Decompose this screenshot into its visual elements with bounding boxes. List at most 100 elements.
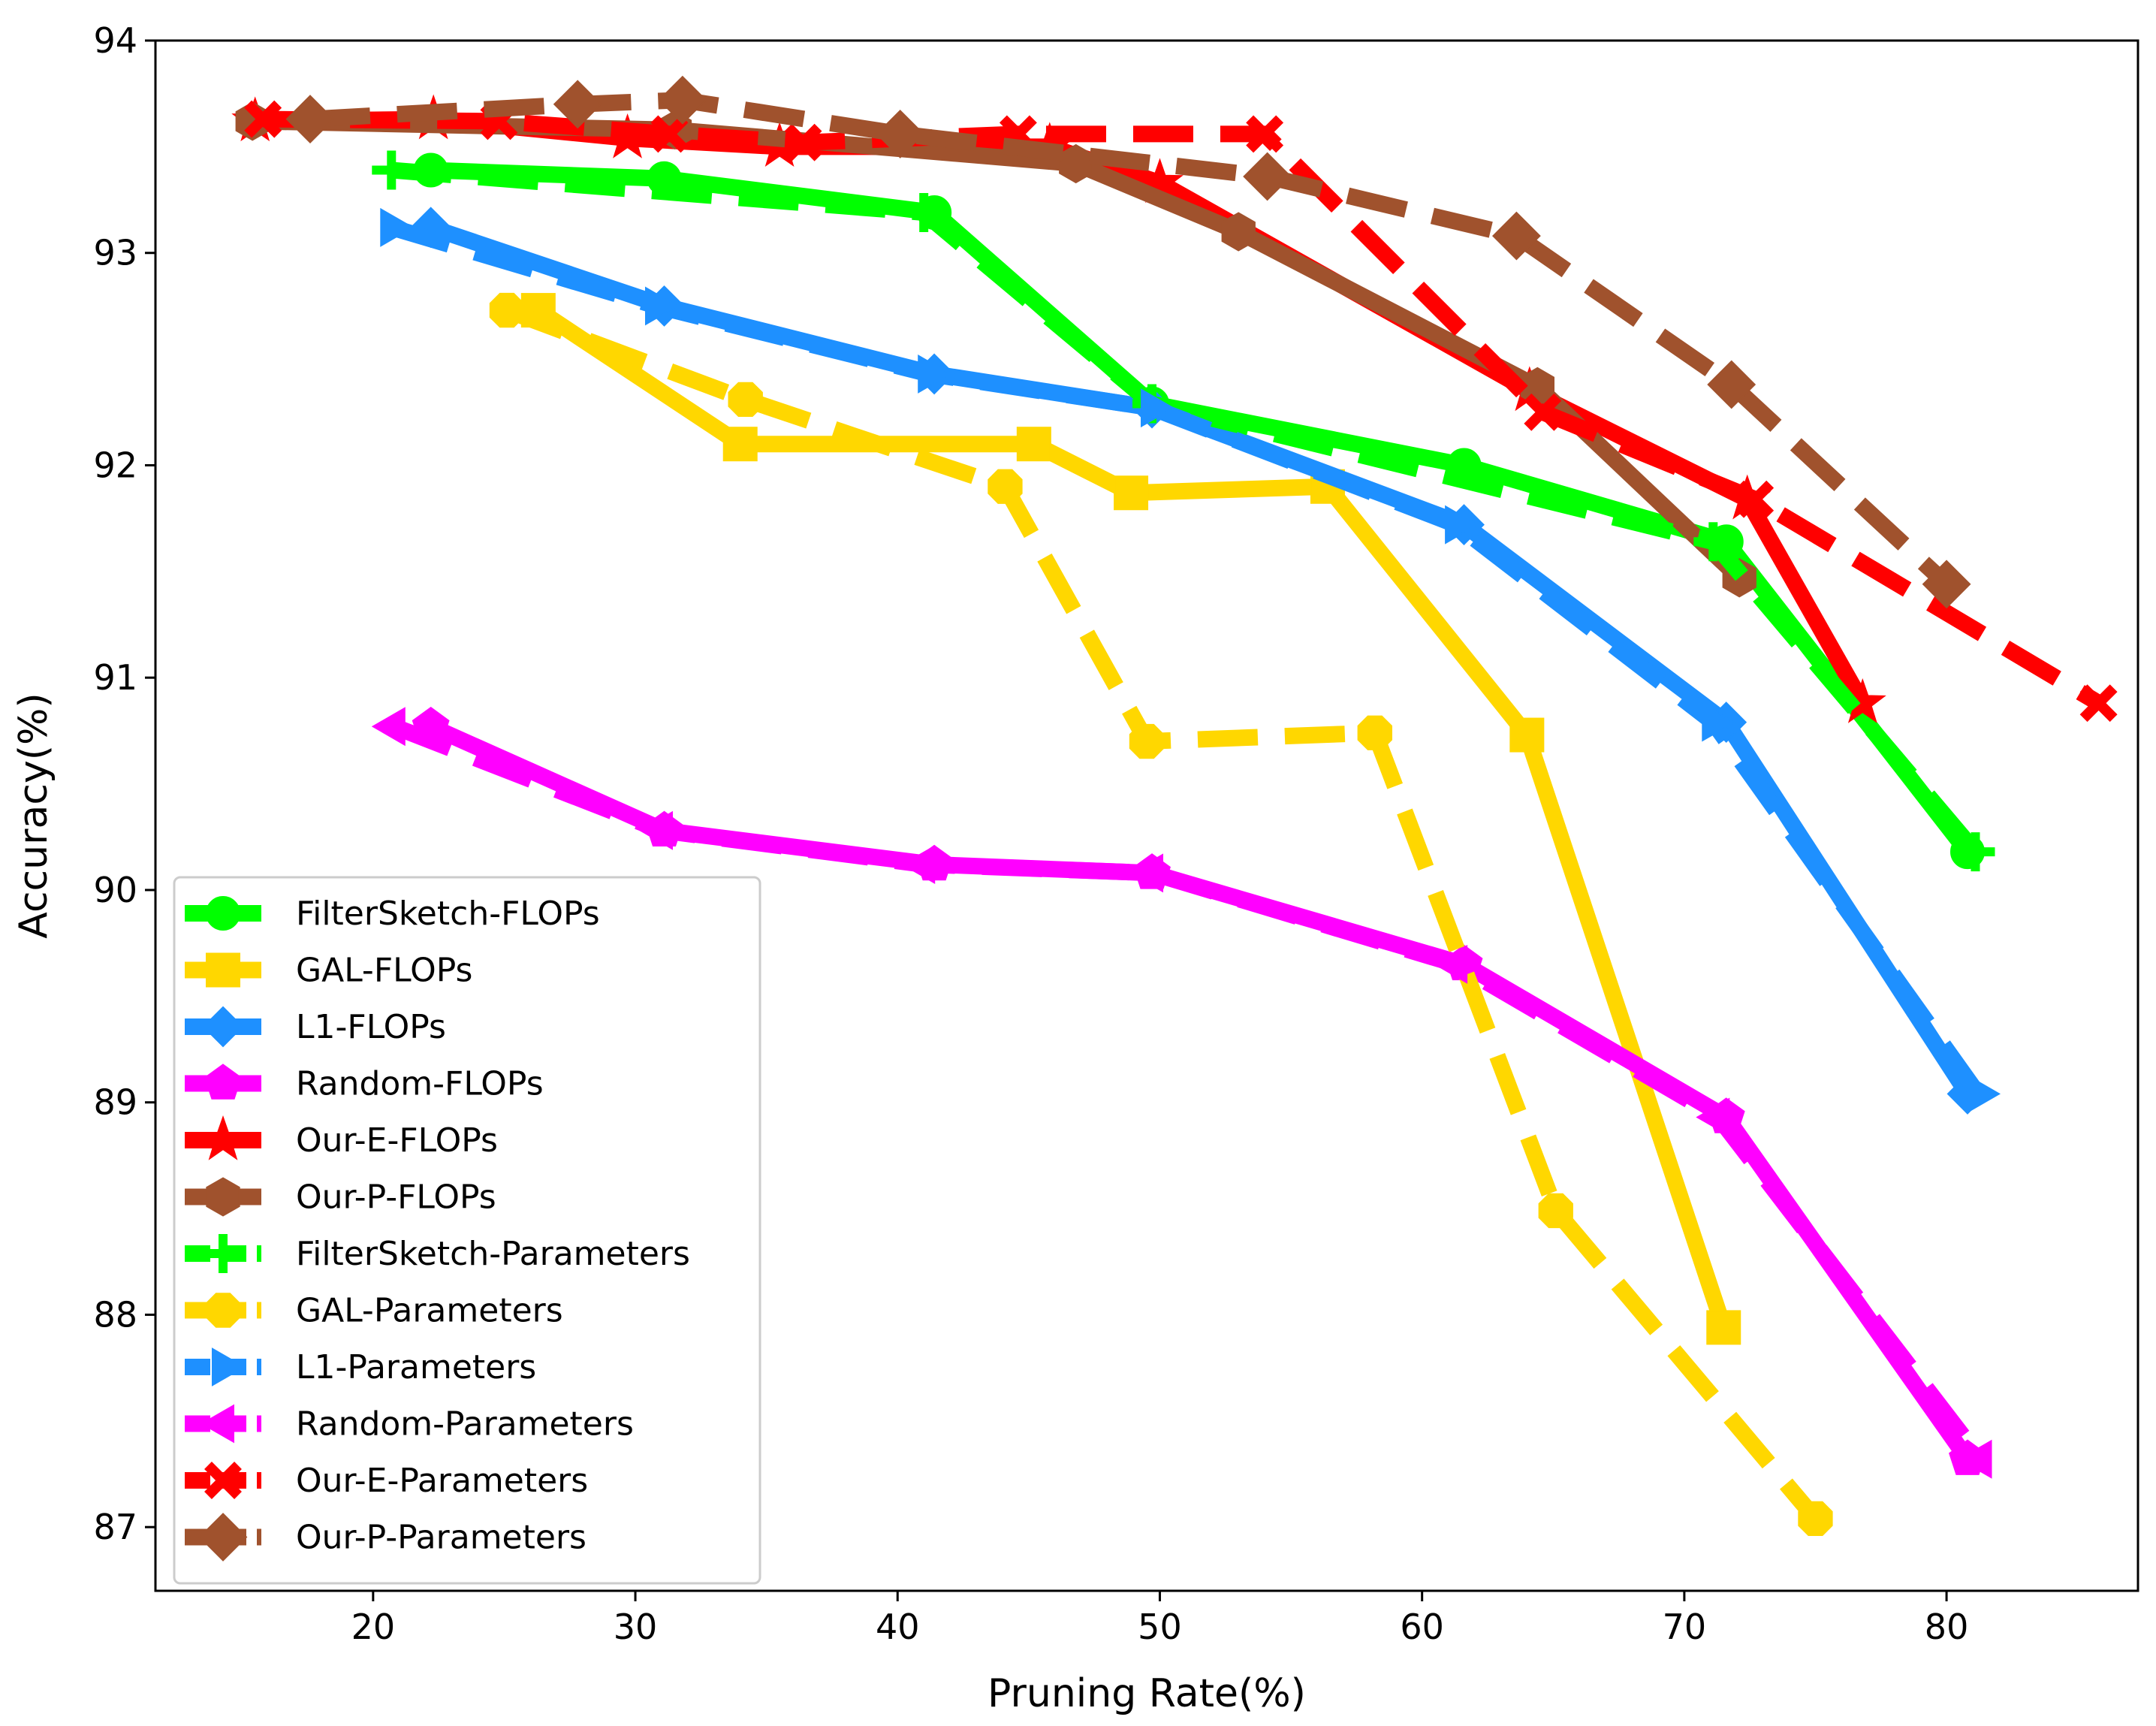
data-point <box>1707 360 1756 409</box>
data-point <box>650 115 689 153</box>
y-tick-label: 88 <box>93 1294 137 1335</box>
data-point <box>1129 723 1165 759</box>
y-tick-label: 89 <box>93 1082 137 1123</box>
legend: FilterSketch-FLOPs GAL-FLOPs L1-FLOPs Rando… <box>173 876 761 1585</box>
legend-item-filtersketch-parameters: FilterSketch-Parameters <box>185 1234 690 1273</box>
data-point <box>1434 944 1468 984</box>
series-our-e-parameters <box>244 100 2118 723</box>
legend-item-random-flops: Random-FLOPs <box>185 1064 544 1103</box>
legend-item-l1-flops: L1-FLOPs <box>185 1006 446 1048</box>
data-point <box>1141 388 1174 428</box>
data-point <box>639 810 673 850</box>
data-point <box>1509 717 1545 753</box>
data-point <box>1129 853 1163 893</box>
data-point <box>1967 1074 2001 1114</box>
y-tick-label: 93 <box>93 233 137 273</box>
legend-label: Our-P-FLOPs <box>296 1178 496 1217</box>
data-point <box>1922 560 1971 609</box>
legend-item-our-p-parameters: Our-P-Parameters <box>185 1513 586 1562</box>
legend-marker <box>206 952 240 988</box>
legend-marker <box>206 896 240 931</box>
legend-label: Our-E-Parameters <box>296 1462 588 1500</box>
legend-marker <box>205 1293 241 1328</box>
x-axis-label: Pruning Rate(%) <box>988 1671 1306 1716</box>
y-tick-label: 90 <box>93 870 137 910</box>
legend-marker <box>204 1064 242 1100</box>
data-point <box>371 707 406 747</box>
legend-label: Random-FLOPs <box>296 1065 544 1103</box>
legend-label: L1-Parameters <box>296 1348 536 1387</box>
series-l1-parameters <box>380 207 2001 1114</box>
series-our-p-parameters <box>285 75 1971 609</box>
legend-label: FilterSketch-FLOPs <box>296 895 600 933</box>
data-point <box>1246 115 1284 153</box>
data-point <box>1958 1439 1992 1479</box>
legend-label: L1-FLOPs <box>296 1008 446 1046</box>
data-point <box>904 193 944 233</box>
x-tick-label: 70 <box>1663 1607 1707 1647</box>
legend-marker <box>198 1513 248 1562</box>
data-point <box>285 95 335 144</box>
legend-label: Our-E-FLOPs <box>296 1121 498 1160</box>
y-tick-label: 94 <box>93 20 137 61</box>
data-point <box>1445 505 1479 545</box>
data-point <box>1538 1193 1573 1229</box>
data-point <box>1243 152 1292 201</box>
legend-marker <box>199 1115 247 1160</box>
data-point <box>658 75 707 125</box>
x-tick-label: 60 <box>1400 1607 1444 1647</box>
axes: 20 30 40 50 60 70 80 87 88 89 90 91 92 93 94 Pruning … <box>11 20 2139 1716</box>
data-point <box>489 292 525 328</box>
legend-box <box>173 876 761 1585</box>
data-point <box>1491 211 1541 261</box>
data-point <box>1955 832 1995 872</box>
data-point <box>2079 684 2118 723</box>
data-point <box>918 354 952 394</box>
legend-label: GAL-Parameters <box>296 1292 563 1330</box>
data-point <box>722 427 758 462</box>
legend-marker <box>212 1347 246 1387</box>
legend-item-filtersketch-flops: FilterSketch-FLOPs <box>185 895 600 933</box>
data-point <box>901 845 936 885</box>
data-point <box>876 109 925 158</box>
legend-marker <box>206 1177 240 1217</box>
legend-marker <box>204 1462 242 1499</box>
data-point <box>988 469 1023 504</box>
data-point <box>1114 475 1149 511</box>
data-point <box>1696 1097 1730 1137</box>
y-axis-label: Accuracy(%) <box>11 693 56 938</box>
data-point <box>1016 427 1051 462</box>
x-tick-label: 30 <box>614 1607 658 1647</box>
data-point <box>380 207 415 247</box>
data-point <box>244 100 282 138</box>
legend-item-gal-parameters: GAL-Parameters <box>185 1292 563 1330</box>
legend-item-our-e-flops: Our-E-FLOPs <box>185 1115 498 1160</box>
legend-label: GAL-FLOPs <box>296 952 472 990</box>
legend-marker <box>202 1006 244 1048</box>
data-point <box>1702 702 1736 742</box>
data-point <box>553 80 602 129</box>
legend-marker <box>200 1404 234 1444</box>
legend-label: FilterSketch-Parameters <box>296 1235 690 1273</box>
y-tick-label: 91 <box>93 657 137 698</box>
data-point <box>1221 212 1256 252</box>
y-tick-label: 87 <box>93 1507 137 1547</box>
legend-item-our-e-parameters: Our-E-Parameters <box>185 1462 588 1500</box>
legend-item-gal-flops: GAL-FLOPs <box>185 952 472 990</box>
x-tick-label: 40 <box>876 1607 920 1647</box>
legend-label: Our-P-Parameters <box>296 1519 586 1557</box>
x-tick-label: 20 <box>351 1607 396 1647</box>
data-point <box>1798 1501 1833 1536</box>
data-point <box>1357 715 1392 750</box>
x-axis-ticks: 20 30 40 50 60 70 80 <box>351 1591 1968 1647</box>
plot-area <box>231 75 2118 1536</box>
data-point <box>1736 480 1775 518</box>
data-point <box>1693 522 1733 562</box>
legend-label: Random-Parameters <box>296 1405 634 1444</box>
series-gal-parameters <box>489 292 1833 1536</box>
data-point <box>1706 1310 1741 1345</box>
data-point <box>728 382 763 417</box>
y-axis-ticks: 87 88 89 90 91 92 93 94 <box>93 20 155 1547</box>
